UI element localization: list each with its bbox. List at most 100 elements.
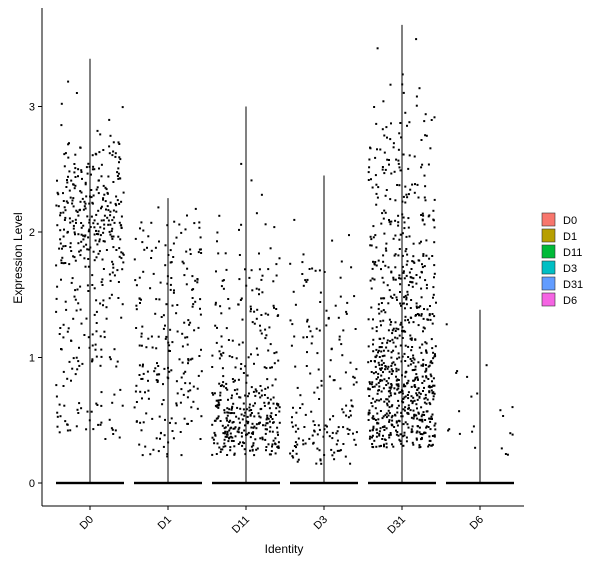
point-D31 [373, 278, 376, 281]
point-D31 [370, 178, 372, 181]
point-D31 [380, 359, 383, 362]
point-D1 [135, 384, 138, 387]
point-D11 [264, 438, 267, 441]
point-D31 [425, 426, 428, 429]
point-D0 [112, 209, 115, 212]
point-D3 [331, 239, 334, 242]
point-D0 [102, 240, 105, 243]
point-D31 [402, 91, 405, 94]
point-D0 [101, 278, 104, 281]
point-D11 [229, 427, 232, 430]
point-D6 [470, 395, 473, 398]
legend-swatch-D1 [541, 228, 556, 243]
point-D31 [412, 260, 415, 263]
point-D31 [410, 268, 413, 270]
point-D0 [58, 247, 61, 250]
point-D3 [339, 295, 342, 298]
point-D0 [79, 208, 81, 211]
point-D0 [70, 379, 72, 382]
point-D0 [95, 322, 98, 324]
point-D11 [273, 306, 275, 309]
point-D1 [188, 382, 191, 385]
point-D3 [328, 375, 331, 378]
point-D0 [111, 219, 114, 222]
point-D31 [370, 383, 373, 386]
point-D31 [370, 360, 372, 363]
point-D11 [238, 396, 241, 399]
violin-group-D1 [133, 198, 203, 485]
point-D0 [56, 415, 59, 418]
point-D1 [184, 382, 187, 385]
point-D0 [103, 214, 106, 217]
point-D0 [107, 223, 110, 226]
point-D31 [421, 433, 424, 436]
point-D31 [414, 378, 417, 381]
point-D1 [187, 358, 190, 361]
point-D0 [76, 211, 79, 213]
point-D31 [404, 307, 406, 310]
point-D1 [157, 450, 160, 453]
point-D11 [246, 433, 249, 436]
point-D11 [240, 297, 243, 300]
point-D11 [271, 443, 274, 446]
point-D0 [74, 153, 77, 156]
point-D11 [226, 431, 229, 434]
point-D0 [94, 343, 97, 346]
point-D31 [433, 116, 436, 119]
point-D31 [402, 385, 405, 388]
point-D0 [87, 162, 90, 165]
point-D11 [211, 354, 214, 357]
point-D0 [86, 215, 89, 218]
point-D11 [246, 415, 249, 418]
point-D0 [110, 235, 113, 238]
point-D11 [223, 411, 226, 414]
point-D31 [401, 330, 404, 332]
point-D31 [385, 380, 388, 383]
point-D31 [427, 426, 430, 428]
point-D0 [66, 179, 68, 181]
point-D31 [407, 318, 409, 321]
point-D31 [401, 390, 404, 393]
point-D3 [346, 427, 349, 430]
point-D11 [224, 445, 227, 448]
point-D31 [395, 421, 398, 424]
point-D11 [232, 427, 235, 430]
point-D31 [413, 191, 416, 194]
point-D0 [91, 154, 94, 157]
point-D3 [335, 432, 338, 435]
point-D3 [316, 447, 319, 450]
point-D11 [212, 393, 215, 396]
point-D31 [415, 403, 418, 406]
point-D31 [399, 291, 401, 293]
point-D3 [328, 435, 331, 438]
point-D1 [135, 308, 138, 311]
point-D31 [386, 341, 389, 344]
point-D6 [458, 432, 461, 435]
point-D11 [218, 350, 221, 353]
legend-label-D11: D11 [563, 247, 582, 259]
point-D31 [427, 318, 430, 321]
point-D31 [395, 158, 398, 161]
point-D3 [329, 359, 332, 362]
point-D31 [375, 445, 378, 448]
point-D6 [485, 364, 488, 367]
point-D31 [372, 338, 375, 341]
point-D31 [389, 323, 392, 326]
point-D11 [230, 412, 233, 414]
point-D31 [400, 360, 403, 363]
point-D0 [109, 134, 112, 137]
point-D31 [370, 244, 373, 247]
point-D31 [421, 375, 424, 378]
point-D31 [415, 373, 418, 376]
point-D11 [239, 441, 242, 444]
point-D31 [388, 434, 391, 437]
point-D3 [311, 434, 314, 437]
point-D3 [302, 284, 305, 287]
point-D0 [122, 253, 125, 256]
point-D0 [98, 240, 101, 243]
point-D31 [420, 406, 423, 409]
point-D11 [261, 274, 264, 277]
point-D11 [220, 285, 223, 288]
point-D0 [111, 260, 114, 263]
point-D11 [231, 378, 234, 380]
